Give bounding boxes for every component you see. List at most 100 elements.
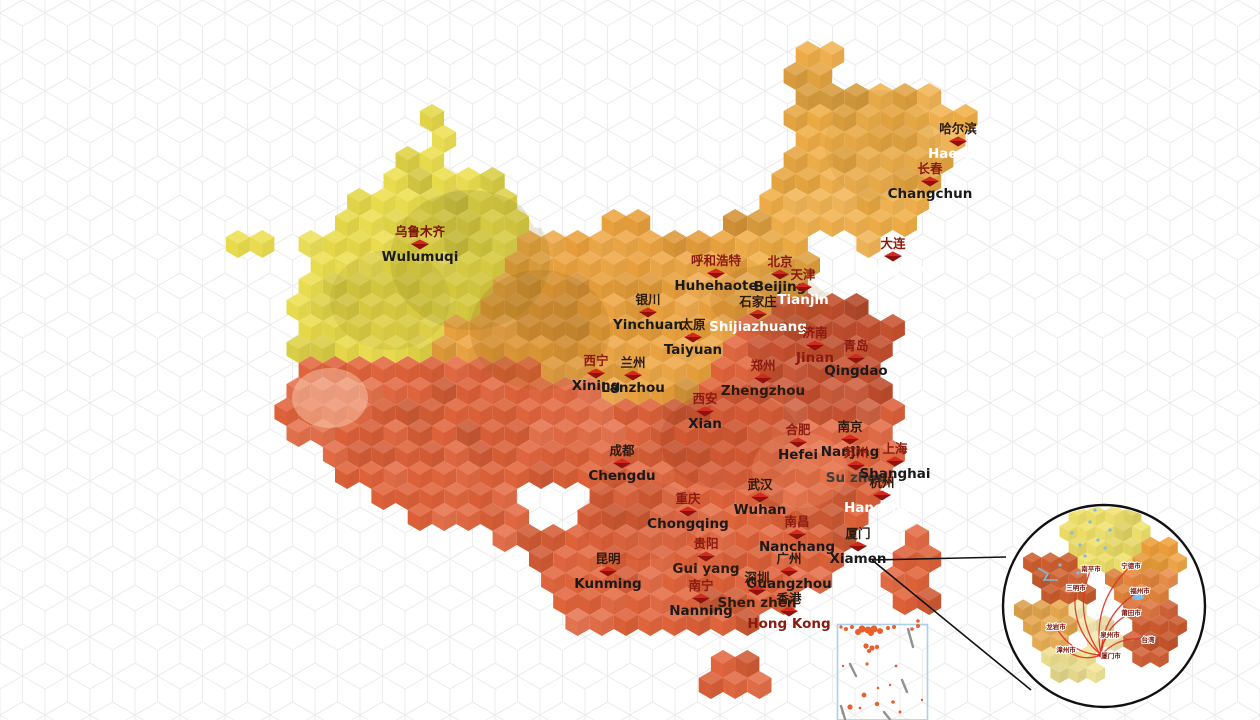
city-label-en: Shen zhen bbox=[717, 595, 796, 611]
location-diamond-icon bbox=[696, 406, 714, 417]
city-marker-huhehaote[interactable]: 呼和浩特 Huhehaote bbox=[674, 253, 757, 294]
city-label-zh: 郑州 bbox=[750, 358, 775, 373]
city-label-en: Xiamen bbox=[830, 551, 887, 567]
city-label-en: Wulumuqi bbox=[382, 249, 459, 265]
city-label-en: Taiyuan bbox=[664, 342, 722, 358]
city-marker-nanjing[interactable]: 南京 Nanjing bbox=[821, 419, 880, 460]
city-marker-hong-kong[interactable]: 香港 Hong Kong bbox=[747, 591, 830, 632]
inset-city-label: 台湾 bbox=[1142, 635, 1156, 644]
city-marker-changchun[interactable]: 长春 Changchun bbox=[888, 161, 973, 202]
city-label-zh: 香港 bbox=[775, 591, 802, 606]
city-label-zh: 广州 bbox=[776, 551, 801, 566]
city-marker-guangzhou[interactable]: 广州 Guangzhou bbox=[746, 551, 831, 592]
location-diamond-icon bbox=[847, 460, 865, 471]
city-label-en: Wuhan bbox=[734, 502, 787, 518]
location-diamond-icon bbox=[697, 551, 715, 562]
location-diamond-icon bbox=[771, 269, 789, 280]
location-diamond-icon bbox=[789, 437, 807, 448]
city-marker-shen-zhen[interactable]: 深圳 Shen zhen bbox=[717, 570, 796, 611]
city-label-en: Nanchang bbox=[759, 539, 835, 555]
city-label-en: Beijing bbox=[754, 279, 807, 295]
city-label-zh: 贵阳 bbox=[693, 536, 718, 551]
city-label-en: Chongqing bbox=[647, 516, 729, 532]
city-marker-shijiazhuang[interactable]: 石家庄 Shijiazhuang bbox=[709, 294, 807, 335]
city-marker-kunming[interactable]: 昆明 Kunming bbox=[574, 551, 641, 592]
city-marker-shenyang[interactable]: 大连 Shenyang bbox=[855, 236, 930, 277]
city-label-zh: 西宁 bbox=[583, 353, 608, 368]
location-diamond-icon bbox=[707, 268, 725, 279]
city-label-en: Shanghai bbox=[859, 466, 930, 482]
location-diamond-icon bbox=[692, 593, 710, 604]
location-diamond-icon bbox=[679, 506, 697, 517]
inset-city-label: 漳州市 bbox=[1056, 645, 1076, 654]
location-diamond-icon bbox=[748, 585, 766, 596]
city-marker-lanzhou[interactable]: 兰州 Lanzhou bbox=[601, 355, 665, 396]
city-marker-shanghai[interactable]: 上海 Shanghai bbox=[859, 441, 930, 482]
city-marker-jinan[interactable]: 济南 Jinan bbox=[795, 325, 834, 366]
city-label-zh: 杭州 bbox=[869, 475, 894, 490]
city-marker-xian[interactable]: 西安 Xian bbox=[688, 391, 722, 432]
city-marker-chengdu[interactable]: 成都 Chengdu bbox=[588, 443, 655, 484]
magnifier-callout-lines bbox=[871, 556, 1032, 691]
city-marker-haerbin[interactable]: 哈尔滨 Haerbin bbox=[928, 121, 988, 162]
location-diamond-icon bbox=[788, 529, 806, 540]
city-marker-tianjin[interactable]: 天津 Tianjin bbox=[777, 267, 828, 308]
map-tiles bbox=[225, 41, 978, 699]
city-label-en: Nanning bbox=[669, 603, 733, 619]
city-marker-chongqing[interactable]: 重庆 Chongqing bbox=[647, 491, 729, 532]
location-diamond-icon bbox=[613, 458, 631, 469]
city-marker-nanning[interactable]: 南宁 Nanning bbox=[669, 578, 733, 619]
location-diamond-icon bbox=[886, 456, 904, 467]
city-label-zh: 北京 bbox=[767, 254, 793, 269]
magnifier-callout-line bbox=[871, 559, 1032, 691]
texture-overlay bbox=[292, 90, 935, 560]
location-diamond-icon bbox=[411, 239, 429, 250]
city-marker-wuhan[interactable]: 武汉 Wuhan bbox=[734, 477, 787, 518]
city-label-zh: 青岛 bbox=[843, 338, 868, 353]
city-marker-taiyuan[interactable]: 太原 Taiyuan bbox=[664, 317, 722, 358]
city-label-en: Gui yang bbox=[672, 561, 739, 577]
city-marker-beijing[interactable]: 北京 Beijing bbox=[754, 254, 807, 295]
location-diamond-icon bbox=[751, 492, 769, 503]
city-marker-su-zhou[interactable]: 苏州 Su zhou bbox=[826, 445, 886, 486]
city-label-en: Yinchuan bbox=[612, 317, 683, 333]
inset-city-label: 三明市 bbox=[1066, 583, 1086, 592]
location-diamond-icon bbox=[624, 370, 642, 381]
city-marker-qingdao[interactable]: 青岛 Qingdao bbox=[824, 338, 887, 379]
city-marker-hangzhou[interactable]: 杭州 Hangzhou bbox=[844, 475, 920, 516]
city-label-en: Hong Kong bbox=[747, 616, 830, 632]
city-label-en: Qingdao bbox=[824, 363, 887, 379]
city-label-en: Kunming bbox=[574, 576, 641, 592]
city-marker-wulumuqi[interactable]: 乌鲁木齐 Wulumuqi bbox=[382, 224, 459, 265]
city-marker-xiamen[interactable]: 厦门 Xiamen bbox=[830, 526, 887, 567]
city-label-en: Zhengzhou bbox=[721, 383, 805, 399]
location-diamond-icon bbox=[884, 251, 902, 262]
city-label-zh: 石家庄 bbox=[738, 294, 777, 309]
city-label-en: Lanzhou bbox=[601, 380, 665, 396]
city-marker-gui-yang[interactable]: 贵阳 Gui yang bbox=[672, 536, 739, 577]
location-diamond-icon bbox=[599, 566, 617, 577]
city-marker-nanchang[interactable]: 南昌 Nanchang bbox=[759, 514, 835, 555]
inset-city-label: 福州市 bbox=[1129, 586, 1150, 595]
city-label-zh: 南宁 bbox=[688, 578, 713, 593]
city-label-zh: 银川 bbox=[635, 292, 660, 307]
city-label-en: Chengdu bbox=[588, 468, 655, 484]
location-diamond-icon bbox=[849, 541, 867, 552]
location-diamond-icon bbox=[949, 136, 967, 147]
location-diamond-icon bbox=[873, 490, 891, 501]
city-marker-hefei[interactable]: 合肥 Hefei bbox=[778, 422, 818, 463]
city-label-zh: 太原 bbox=[680, 317, 706, 332]
inset-city-label: 莆田市 bbox=[1121, 608, 1141, 617]
city-label-zh: 哈尔滨 bbox=[939, 121, 977, 136]
city-label-zh: 合肥 bbox=[785, 422, 811, 437]
city-label-zh: 乌鲁木齐 bbox=[395, 224, 446, 239]
city-marker-xining[interactable]: 西宁 Xining bbox=[572, 353, 621, 394]
location-diamond-icon bbox=[587, 368, 605, 379]
inset-hub-diamond-icon bbox=[1097, 652, 1105, 658]
city-label-en: Shijiazhuang bbox=[709, 319, 807, 335]
city-marker-yinchuan[interactable]: 银川 Yinchuan bbox=[612, 292, 683, 333]
city-label-zh: 济南 bbox=[802, 325, 828, 340]
location-diamond-icon bbox=[806, 340, 824, 351]
inset-flight-lines bbox=[1054, 564, 1150, 659]
city-marker-zhengzhou[interactable]: 郑州 Zhengzhou bbox=[721, 358, 805, 399]
